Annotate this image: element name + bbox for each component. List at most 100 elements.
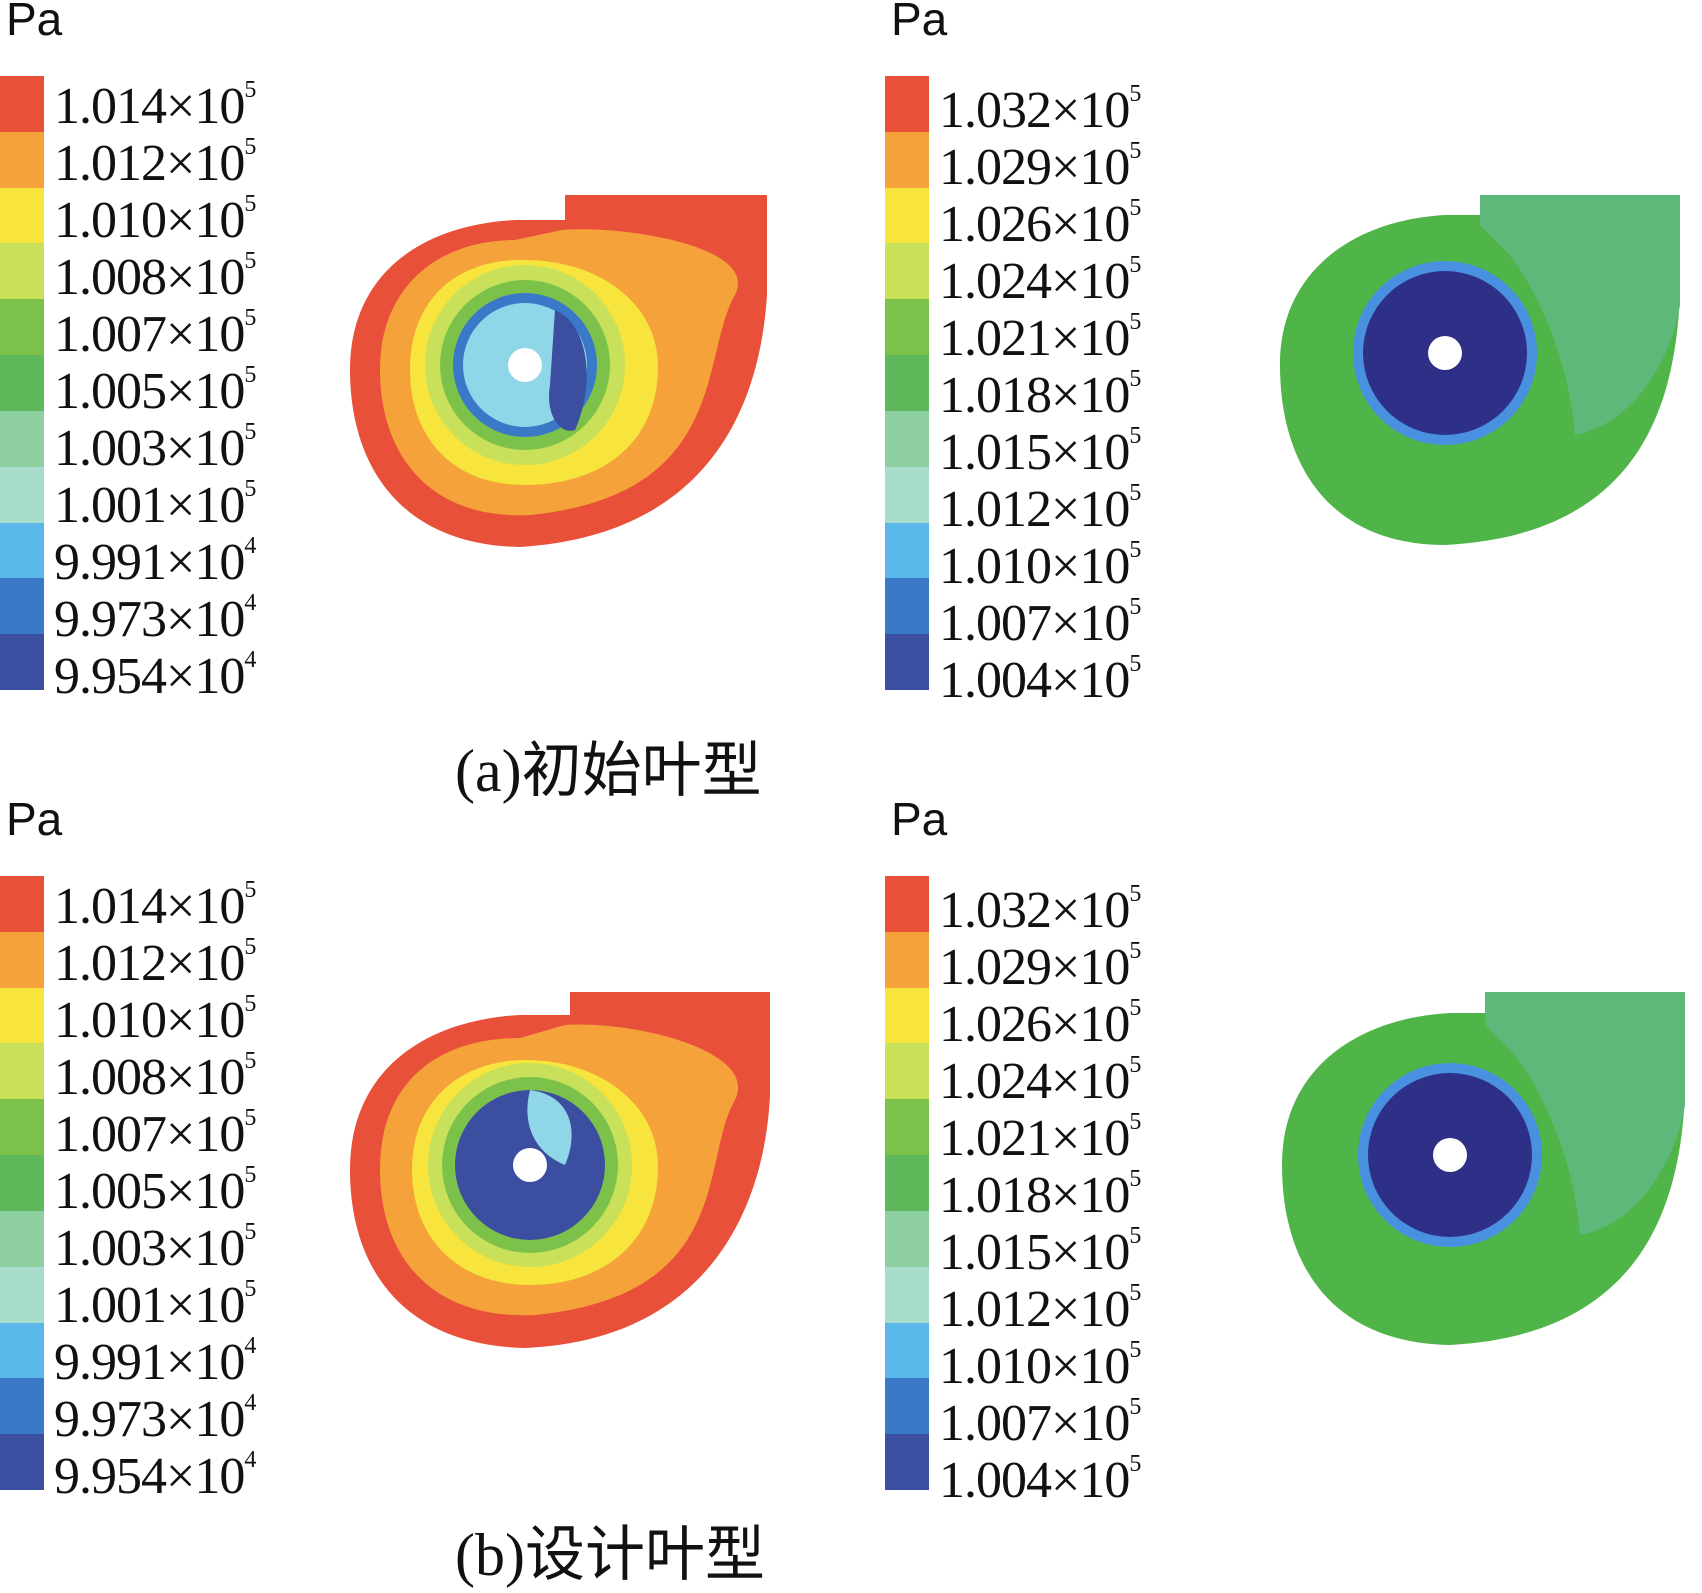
- colorbar-segment: [885, 1378, 929, 1435]
- colorbar-tick-label: 1.015×105: [939, 423, 1141, 481]
- colorbar: [885, 76, 929, 690]
- panel-a-static-pressure: Pa 1.032×105 1.029×105 1.026×105 1.024×105 1…: [885, 0, 1702, 760]
- colorbar-segment: [885, 410, 929, 467]
- colorbar-tick-label: 1.008×105: [54, 248, 256, 306]
- colorbar-segment: [0, 131, 44, 188]
- colorbar: [885, 876, 929, 1490]
- fan-contour-designed-left: [350, 992, 770, 1348]
- colorbar-tick-label: 1.005×105: [54, 362, 256, 420]
- colorbar-segment: [885, 931, 929, 988]
- colorbar-tick-label: 1.005×105: [54, 1162, 256, 1220]
- colorbar-segment: [0, 1266, 44, 1323]
- caption-a: (a)初始叶型: [455, 738, 762, 804]
- colorbar-tick-label: 1.014×105: [54, 77, 256, 135]
- colorbar-tick-label: 1.003×105: [54, 419, 256, 477]
- colorbar-segment: [0, 1322, 44, 1379]
- colorbar-segment: [0, 355, 44, 411]
- colorbar-segment: [885, 1210, 929, 1267]
- colorbar-segment: [885, 876, 929, 932]
- colorbar-tick-label: 1.026×105: [939, 195, 1141, 253]
- colorbar-tick-label: 1.032×105: [939, 81, 1141, 139]
- colorbar-segment: [885, 187, 929, 244]
- colorbar-tick-label: 1.021×105: [939, 1109, 1141, 1167]
- colorbar-tick-label: 1.003×105: [54, 1219, 256, 1277]
- colorbar-segment: [0, 466, 44, 523]
- colorbar-segment: [0, 522, 44, 579]
- colorbar-tick-label: 9.954×104: [54, 1447, 256, 1505]
- colorbar-ticks: 1.014×105 1.012×105 1.010×105 1.008×105 1.00…: [54, 62, 354, 705]
- colorbar-segment: [0, 1099, 44, 1156]
- colorbar-tick-label: 1.012×105: [939, 480, 1141, 538]
- colorbar-segment: [885, 466, 929, 523]
- colorbar-segment: [885, 1155, 929, 1211]
- colorbar-segment: [0, 187, 44, 244]
- colorbar-tick-label: 1.007×105: [939, 594, 1141, 652]
- colorbar-tick-label: 1.004×105: [939, 651, 1141, 709]
- colorbar-tick-label: 9.991×104: [54, 1333, 256, 1391]
- colorbar-segment: [885, 1434, 929, 1490]
- colorbar-tick-label: 1.001×105: [54, 1276, 256, 1334]
- colorbar-tick-label: 1.015×105: [939, 1223, 1141, 1281]
- colorbar-segment: [885, 634, 929, 690]
- unit-label: Pa: [6, 793, 63, 845]
- fan-contour-designed-right: [1282, 992, 1685, 1345]
- fan-contour-initial-left: [350, 195, 767, 547]
- colorbar-segment: [885, 1322, 929, 1379]
- caption-b: (b)设计叶型: [455, 1522, 765, 1588]
- colorbar-tick-label: 9.954×104: [54, 647, 256, 705]
- colorbar-tick-label: 1.004×105: [939, 1451, 1141, 1509]
- colorbar-tick-label: 1.010×105: [54, 991, 256, 1049]
- colorbar-tick-label: 1.007×105: [54, 1105, 256, 1163]
- colorbar-tick-label: 1.032×105: [939, 881, 1141, 939]
- panel-a-total-pressure: Pa 1.014×105 1.012×105 1.010×105 1.008×105 1…: [0, 0, 851, 760]
- colorbar-tick-label: 1.029×105: [939, 138, 1141, 196]
- colorbar-segment: [0, 410, 44, 467]
- colorbar-tick-label: 1.008×105: [54, 1048, 256, 1106]
- colorbar-segment: [0, 1210, 44, 1267]
- unit-label: Pa: [6, 0, 63, 45]
- colorbar-tick-label: 1.024×105: [939, 252, 1141, 310]
- colorbar-segment: [885, 131, 929, 188]
- colorbar-segment: [0, 1378, 44, 1435]
- colorbar-tick-label: 1.012×105: [54, 134, 256, 192]
- colorbar-tick-label: 1.012×105: [54, 934, 256, 992]
- colorbar-segment: [0, 76, 44, 132]
- colorbar-segment: [0, 1155, 44, 1211]
- colorbar-segment: [885, 1043, 929, 1100]
- colorbar-segment: [885, 1266, 929, 1323]
- unit-label: Pa: [891, 793, 948, 845]
- colorbar-segment: [885, 299, 929, 356]
- colorbar-tick-label: 1.024×105: [939, 1052, 1141, 1110]
- panel-b-total-pressure: Pa 1.014×105 1.012×105 1.010×105 1.008×105 1…: [0, 793, 851, 1560]
- colorbar-tick-label: 1.026×105: [939, 995, 1141, 1053]
- colorbar-segment: [0, 634, 44, 690]
- colorbar-tick-label: 1.010×105: [939, 537, 1141, 595]
- colorbar-tick-label: 1.007×105: [939, 1394, 1141, 1452]
- colorbar-segment: [0, 578, 44, 635]
- colorbar-tick-label: 1.021×105: [939, 309, 1141, 367]
- colorbar-segment: [0, 243, 44, 300]
- colorbar-segment: [0, 931, 44, 988]
- colorbar-tick-label: 9.973×104: [54, 1390, 256, 1448]
- colorbar-segment: [885, 522, 929, 579]
- colorbar-tick-label: 1.010×105: [54, 191, 256, 249]
- colorbar: [0, 76, 44, 690]
- colorbar-segment: [885, 1099, 929, 1156]
- colorbar-segment: [0, 987, 44, 1044]
- unit-label: Pa: [891, 0, 948, 45]
- colorbar-ticks: 1.014×105 1.012×105 1.010×105 1.008×105 1.00…: [54, 862, 354, 1505]
- colorbar-tick-label: 1.007×105: [54, 305, 256, 363]
- colorbar-ticks: 1.032×105 1.029×105 1.026×105 1.024×105 1.02…: [939, 866, 1239, 1509]
- colorbar-segment: [885, 578, 929, 635]
- colorbar-segment: [0, 299, 44, 356]
- colorbar-tick-label: 9.991×104: [54, 533, 256, 591]
- colorbar: [0, 876, 44, 1490]
- colorbar-segment: [0, 876, 44, 932]
- colorbar-segment: [885, 355, 929, 411]
- colorbar-tick-label: 1.014×105: [54, 877, 256, 935]
- colorbar-tick-label: 1.012×105: [939, 1280, 1141, 1338]
- colorbar-tick-label: 1.010×105: [939, 1337, 1141, 1395]
- colorbar-segment: [0, 1434, 44, 1490]
- fan-contour-initial-right: [1280, 195, 1680, 545]
- colorbar-segment: [885, 243, 929, 300]
